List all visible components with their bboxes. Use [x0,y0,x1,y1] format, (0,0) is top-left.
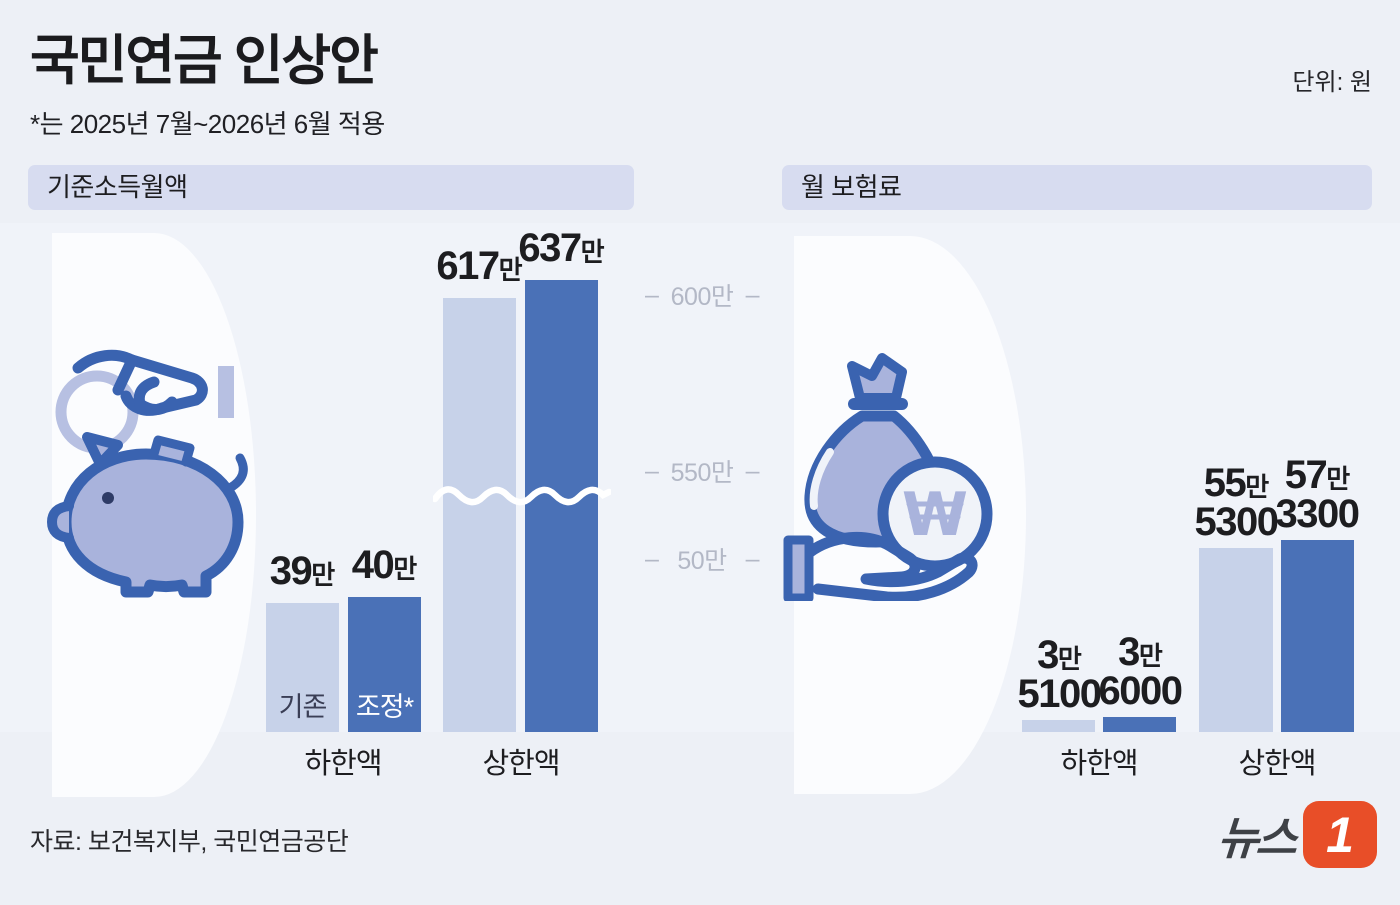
open-hand [804,531,978,601]
value-premium-upper-adjusted: 57만 3300 [1275,453,1360,536]
source-credit: 자료: 보건복지부, 국민연금공단 [30,828,349,856]
unit-label: 단위: 원 [1292,69,1372,96]
bar-income-lower-adjusted [348,597,421,732]
money-bag-icon: W [783,353,993,601]
news1-mark: 1 [1303,801,1377,868]
axis-tick-600: 600만 [645,277,759,313]
news1-logo: 뉴스 1 [1216,801,1377,868]
value-income-upper-existing: 617만 [436,244,522,288]
hand-icon [72,349,208,416]
value-premium-upper-existing: 55만 5300 [1194,461,1279,544]
category-income-upper: 상한액 [482,748,560,780]
panel-label-standard-income: 기준소득월액 [28,165,634,210]
axis-break-wave [433,486,611,506]
bar-premium-lower-adjusted [1103,717,1176,732]
bag-knot [847,353,907,403]
axis-tick-50: 50만 [645,541,759,577]
value-premium-lower-adjusted: 3만 6000 [1098,630,1183,713]
value-income-upper-adjusted: 637만 [518,226,604,270]
hand-cuff [218,366,234,418]
panel-label-monthly-premium: 월 보험료 [782,165,1372,210]
value-premium-lower-existing: 3만 5100 [1017,633,1102,716]
tick-dash [746,281,759,310]
news1-wordmark: 뉴스 [1216,813,1297,864]
legend-adjusted: 조정* [355,692,414,722]
piggy-bank-icon [47,349,248,598]
subtitle-note: *는 2025년 7월~2026년 6월 적용 [30,109,385,139]
bar-premium-upper-adjusted [1281,540,1354,732]
category-premium-lower: 하한액 [1060,748,1138,780]
tick-dash [645,457,658,486]
tick-label: 50만 [677,547,727,575]
tick-dash [746,545,759,574]
axis-tick-550: 550만 [645,453,759,489]
category-premium-upper: 상한액 [1238,748,1316,780]
hand-cuff [783,535,814,601]
value-income-lower-adjusted: 40만 [351,543,417,587]
piggy-eye [102,492,114,504]
page-title: 국민연금 인상안 [30,31,379,91]
bar-premium-upper-existing [1199,548,1273,732]
piggy-body [47,432,248,598]
value-income-lower-existing: 39만 [269,549,335,593]
tick-dash [645,545,658,574]
tick-dash [746,457,759,486]
bar-premium-lower-existing [1022,720,1095,732]
tick-label: 600만 [670,283,734,311]
bar-income-upper-adjusted [525,280,598,732]
tick-dash [645,281,658,310]
legend-existing: 기존 [278,692,328,722]
bar-income-lower-existing [266,603,339,732]
bar-income-upper-existing [443,298,516,732]
tick-label: 550만 [670,459,734,487]
category-income-lower: 하한액 [304,748,382,780]
won-coin [877,456,993,572]
